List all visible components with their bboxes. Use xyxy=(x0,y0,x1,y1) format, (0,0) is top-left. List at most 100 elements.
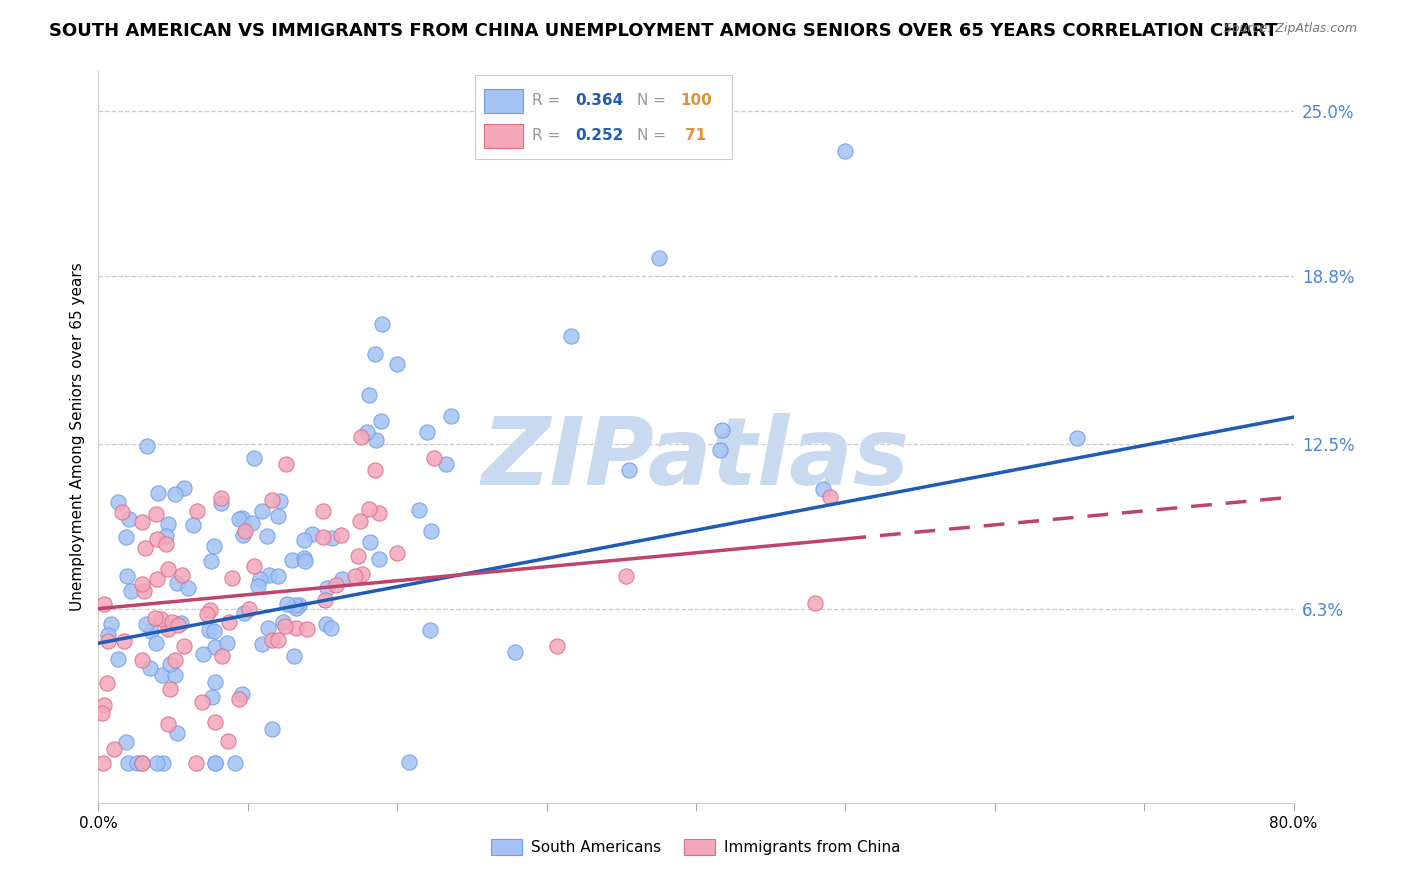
Point xyxy=(295,623,318,637)
Point xyxy=(811,482,834,496)
Point xyxy=(288,599,311,613)
Point xyxy=(160,615,183,629)
Point xyxy=(270,494,292,508)
Point xyxy=(228,512,250,526)
Point xyxy=(233,524,256,539)
Point xyxy=(617,463,640,477)
Point xyxy=(202,624,225,639)
Point xyxy=(408,502,430,516)
Point xyxy=(93,756,115,770)
Point xyxy=(294,554,316,568)
Text: 0.364: 0.364 xyxy=(575,93,623,108)
Point xyxy=(204,539,226,553)
Point xyxy=(232,528,254,542)
Point xyxy=(352,567,374,582)
Point xyxy=(131,756,153,770)
Point xyxy=(285,621,308,635)
Point xyxy=(112,634,135,648)
Point xyxy=(195,607,218,621)
Point xyxy=(325,578,347,592)
Point xyxy=(371,317,394,331)
Point xyxy=(156,517,179,532)
Point xyxy=(647,251,669,265)
Point xyxy=(820,490,842,504)
Point xyxy=(343,568,366,582)
Point xyxy=(364,463,387,477)
Point xyxy=(360,534,382,549)
Point xyxy=(356,425,378,439)
Point xyxy=(166,576,188,591)
Point xyxy=(274,619,297,633)
Text: 100: 100 xyxy=(681,93,713,108)
Point xyxy=(93,698,115,712)
Point xyxy=(146,532,169,546)
Point xyxy=(292,551,315,566)
Point xyxy=(260,722,283,736)
Point xyxy=(218,734,240,748)
Point xyxy=(120,584,142,599)
Point xyxy=(165,653,187,667)
Point xyxy=(440,409,463,424)
Point xyxy=(173,481,195,495)
Point xyxy=(319,621,342,635)
Point xyxy=(125,756,148,770)
Point xyxy=(224,756,246,770)
FancyBboxPatch shape xyxy=(485,124,523,148)
Point xyxy=(107,651,129,665)
Point xyxy=(114,735,136,749)
Point xyxy=(349,514,371,528)
Point xyxy=(145,507,167,521)
Point xyxy=(111,505,134,519)
Point xyxy=(159,681,181,696)
Point xyxy=(267,568,290,582)
Point xyxy=(385,546,408,560)
Point xyxy=(100,617,122,632)
Point xyxy=(204,640,226,654)
Point xyxy=(367,551,389,566)
Text: Source: ZipAtlas.com: Source: ZipAtlas.com xyxy=(1223,22,1357,36)
Point xyxy=(228,692,250,706)
Point xyxy=(218,615,240,629)
Point xyxy=(157,717,180,731)
Point xyxy=(347,549,370,563)
Point xyxy=(257,621,280,635)
Point xyxy=(262,632,284,647)
Point xyxy=(267,633,290,648)
Point xyxy=(423,450,446,465)
Text: 0.252: 0.252 xyxy=(575,128,624,144)
Point xyxy=(165,668,187,682)
Point xyxy=(329,527,352,541)
Point xyxy=(260,493,283,508)
Point xyxy=(156,622,179,636)
Point xyxy=(364,433,387,447)
Point xyxy=(243,450,266,465)
Point xyxy=(159,657,181,672)
Point xyxy=(709,442,731,457)
Point xyxy=(152,756,174,770)
Point xyxy=(117,512,139,526)
Point xyxy=(132,584,155,599)
Point xyxy=(165,487,187,501)
Text: R =: R = xyxy=(533,93,565,108)
Point xyxy=(115,568,138,582)
Point xyxy=(141,624,163,639)
Point xyxy=(149,612,172,626)
Point xyxy=(257,568,280,582)
Point xyxy=(350,430,373,444)
Point xyxy=(97,628,120,642)
Point xyxy=(145,636,167,650)
FancyBboxPatch shape xyxy=(485,89,523,113)
Point xyxy=(193,647,215,661)
Point xyxy=(242,558,264,573)
Point xyxy=(312,504,335,518)
Point xyxy=(103,741,125,756)
Point xyxy=(711,423,734,437)
Point xyxy=(249,573,271,587)
Point xyxy=(256,529,278,543)
Point xyxy=(231,510,253,524)
Point xyxy=(93,597,115,611)
FancyBboxPatch shape xyxy=(475,75,733,159)
Point xyxy=(357,388,380,402)
Point xyxy=(434,457,457,471)
Point xyxy=(368,506,391,520)
